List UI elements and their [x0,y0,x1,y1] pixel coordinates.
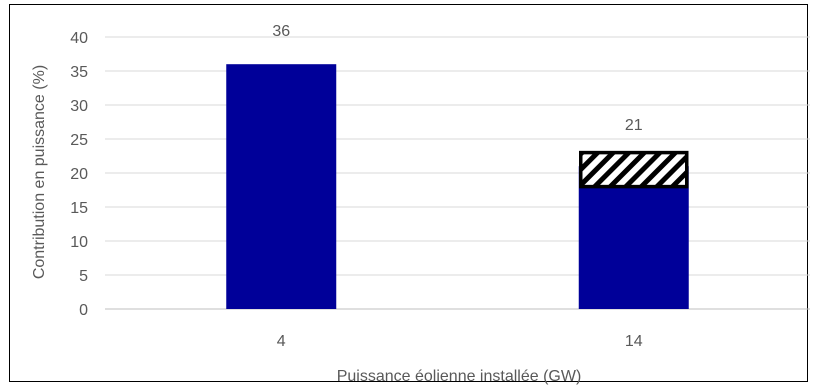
y-tick-label: 10 [70,234,88,251]
x-tick-labels: 4 14 [277,333,643,350]
x-axis-title: Puissance éolienne installée (GW) [337,368,582,385]
bar [226,64,337,309]
x-tick-label: 14 [625,333,643,350]
y-tick-label: 30 [70,98,88,115]
x-tick-label: 4 [277,333,286,350]
y-axis-title: Contribution en puissance (%) [31,65,48,279]
y-tick-label: 15 [70,200,88,217]
y-tick-label: 20 [70,166,88,183]
bar [578,166,689,309]
uncertainty-overlays [579,150,689,189]
y-tick-label: 35 [70,64,88,81]
y-tick-label: 40 [70,30,88,47]
data-labels: 36 21 [272,23,642,134]
y-tick-labels: 0 5 10 15 20 25 30 35 40 [70,30,88,319]
uncertainty-box [579,150,689,189]
y-tick-label: 5 [79,268,88,285]
data-label: 21 [625,117,643,134]
y-tick-label: 0 [79,302,88,319]
gridlines [105,36,810,310]
y-tick-label: 25 [70,132,88,149]
bars [226,64,689,309]
data-label: 36 [272,23,290,40]
